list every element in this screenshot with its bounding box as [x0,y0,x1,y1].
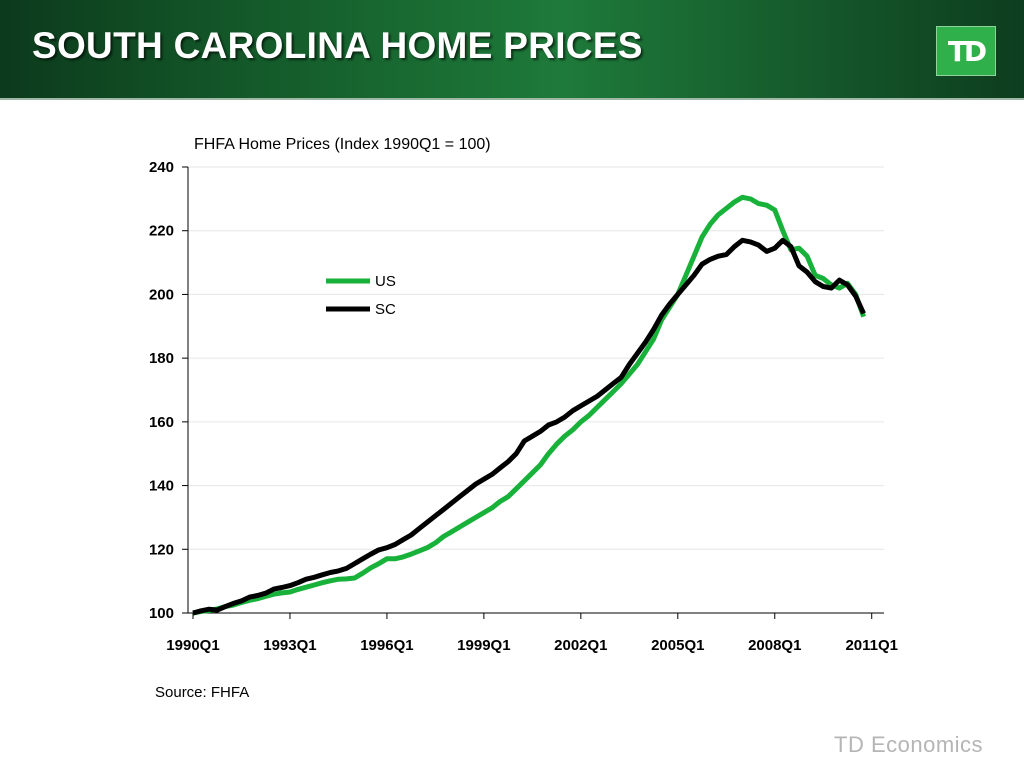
y-tick-label: 120 [149,541,174,558]
axes: 100 120 140 160 180 200 220 240 1990Q1 1993Q1 1996… [149,159,898,654]
x-tick-label: 2002Q1 [554,637,607,654]
legend: US SC [326,273,396,318]
series-line-sc [192,237,866,616]
y-tick-label: 160 [149,414,174,431]
title-banner: SOUTH CAROLINA HOME PRICES TD [0,0,1024,100]
y-tick-label: 140 [149,478,174,495]
series-line-us [192,194,866,616]
chart-source: Source: FHFA [155,684,250,701]
y-tick-label: 180 [149,350,174,367]
x-tick-label: 1990Q1 [166,637,219,654]
td-logo-text: TD [947,34,987,68]
x-tick-label: 1999Q1 [457,637,510,654]
x-tick-label: 2008Q1 [748,637,801,654]
series-lines [192,194,866,616]
y-tick-label: 200 [149,286,174,303]
x-tick-label: 1996Q1 [360,637,413,654]
x-tick-label: 1993Q1 [263,637,316,654]
legend-label-sc: SC [375,301,396,318]
y-tick-label: 220 [149,223,174,240]
x-tick-label: 2005Q1 [651,637,704,654]
chart-title: FHFA Home Prices (Index 1990Q1 = 100) [194,136,491,153]
td-logo: TD [936,26,996,76]
legend-label-us: US [375,273,396,290]
x-tick-label: 2011Q1 [845,637,898,654]
y-tick-label: 100 [149,605,174,622]
gridlines [188,166,884,550]
y-tick-label: 240 [149,159,174,176]
footer-brand: TD Economics [834,732,984,757]
slide-title: SOUTH CAROLINA HOME PRICES [32,25,643,66]
